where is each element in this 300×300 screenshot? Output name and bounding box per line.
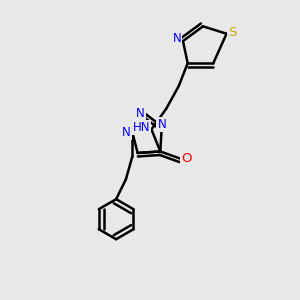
Text: O: O: [181, 152, 191, 165]
Text: N: N: [122, 126, 131, 139]
Text: N: N: [136, 107, 145, 120]
Text: N: N: [158, 118, 166, 130]
Text: S: S: [228, 26, 236, 39]
Text: N: N: [173, 32, 182, 46]
Text: HN: HN: [133, 122, 150, 134]
